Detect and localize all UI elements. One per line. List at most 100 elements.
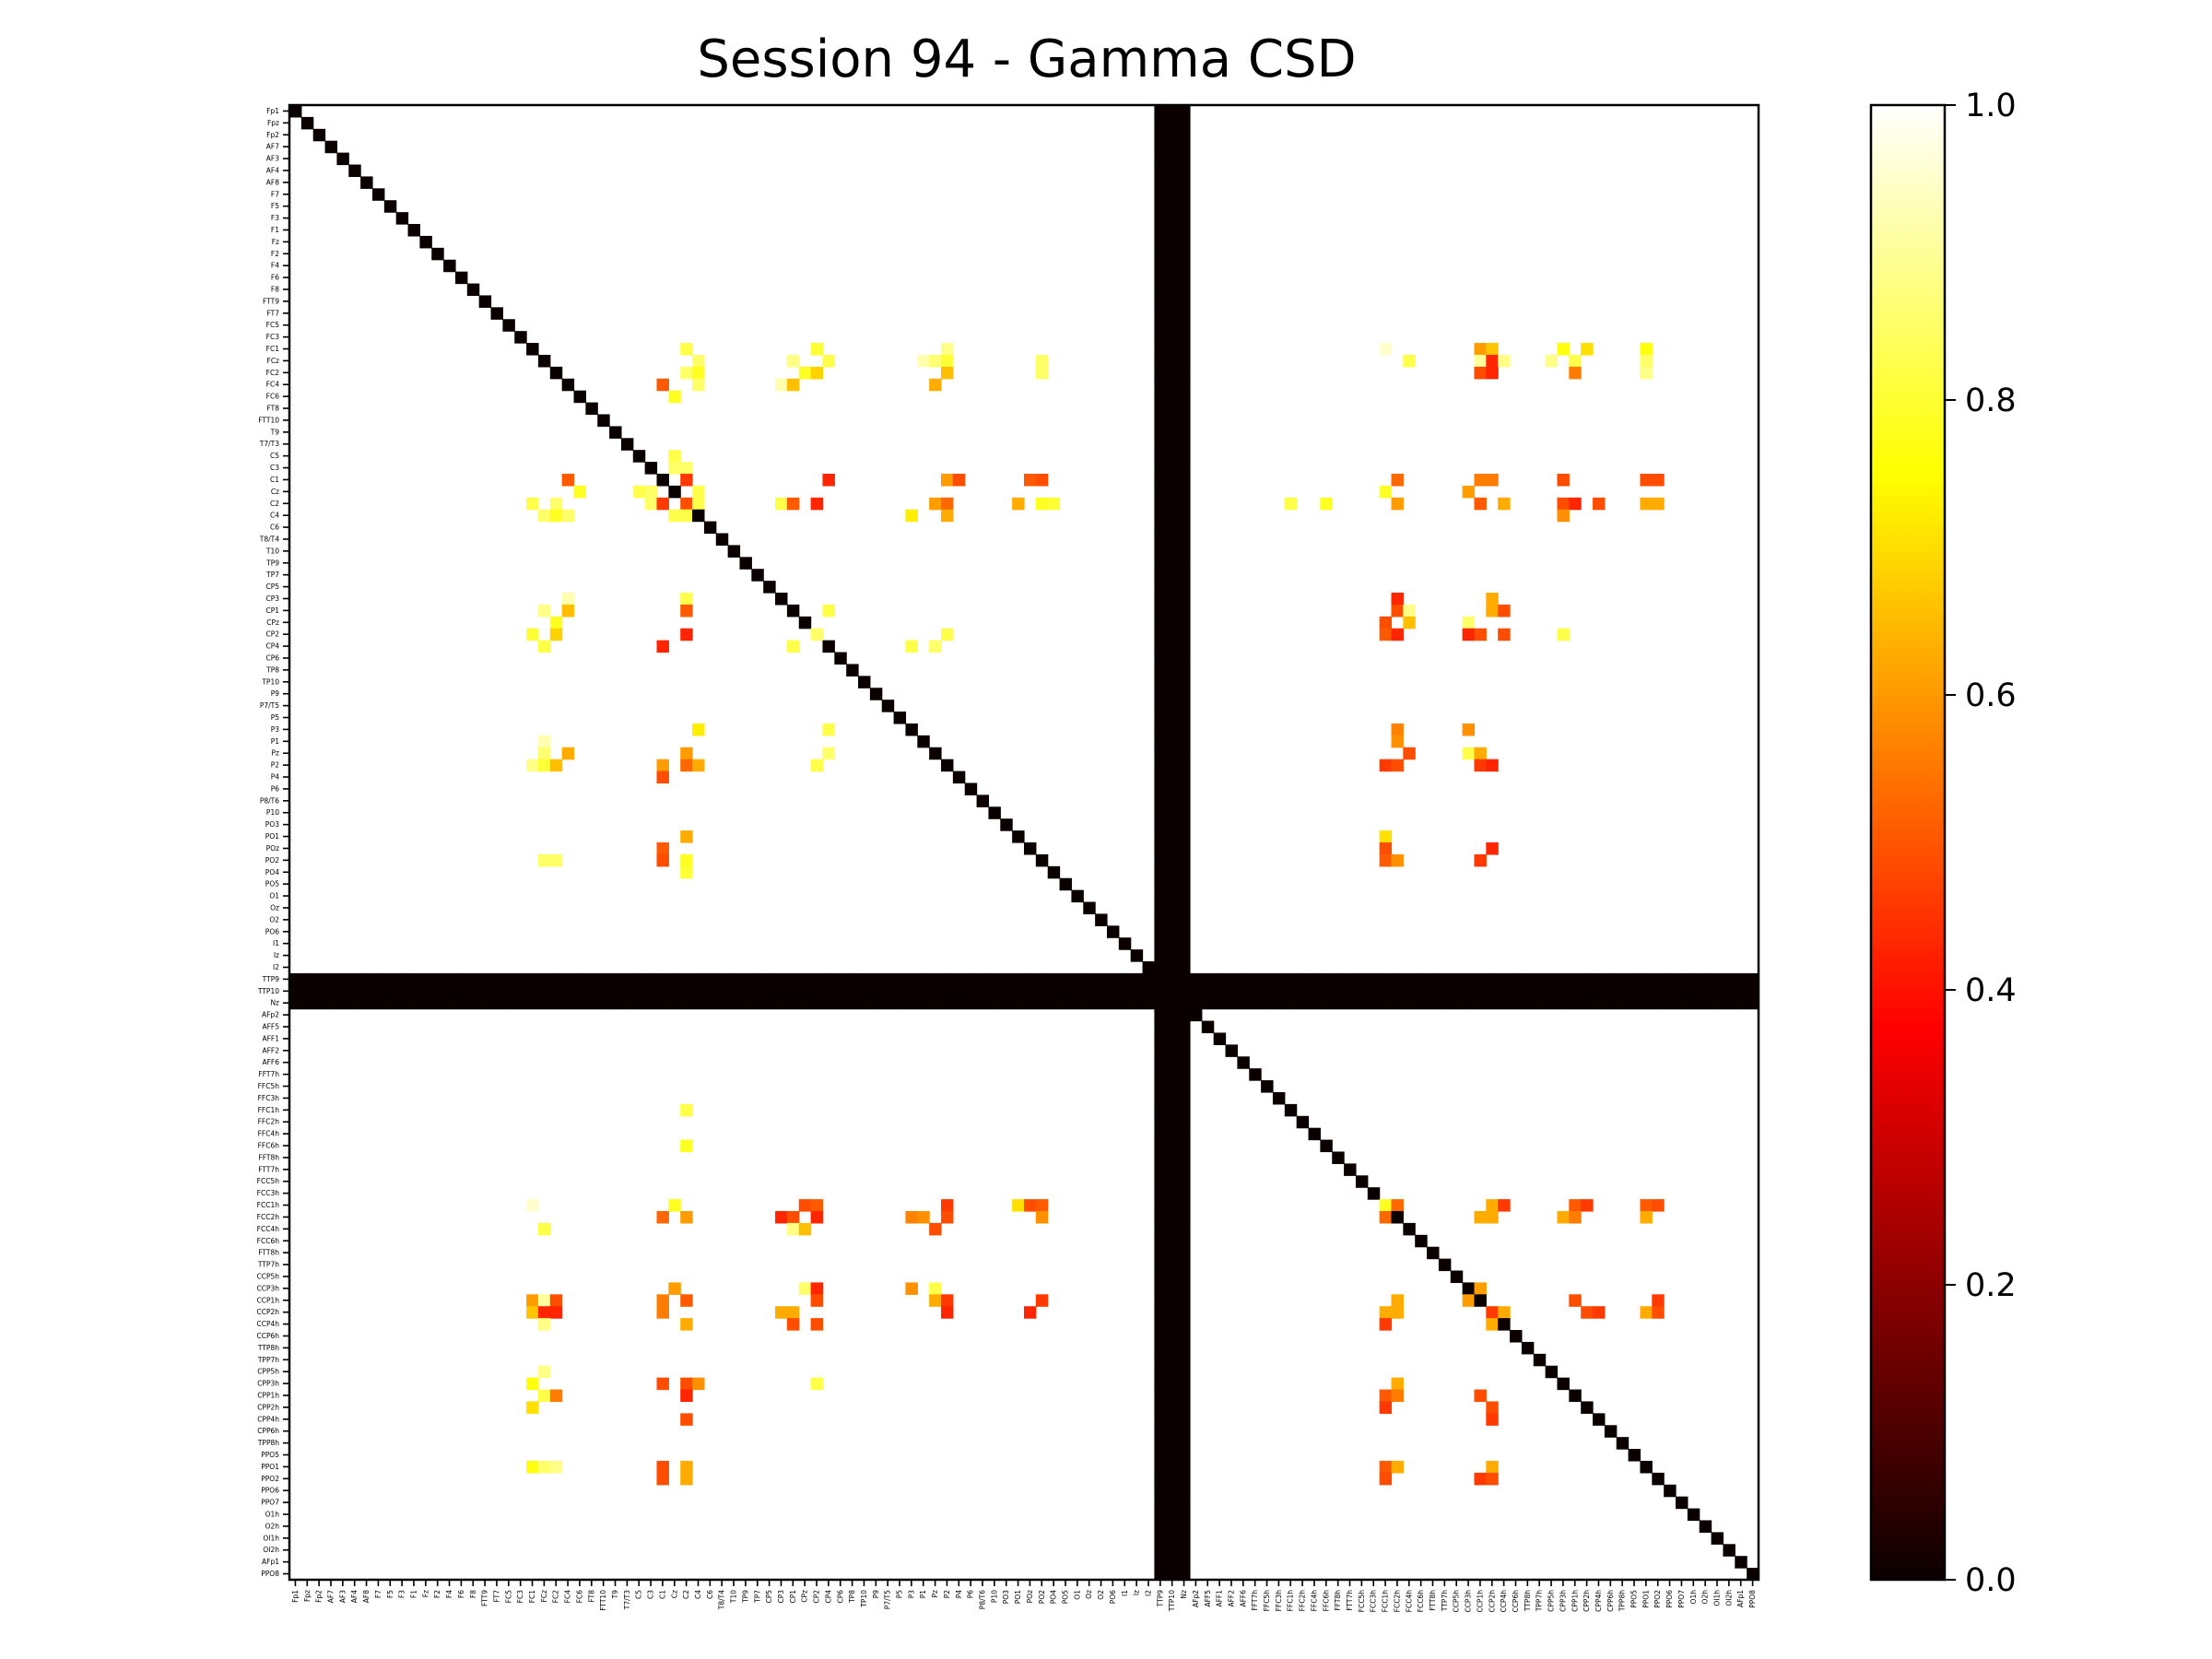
- heatmap-cell: [1178, 116, 1191, 130]
- heatmap-cell: [1344, 996, 1357, 1010]
- x-tick-label: CPP4h: [1594, 1590, 1603, 1612]
- heatmap-cell: [1450, 972, 1464, 986]
- heatmap-cell: [644, 996, 658, 1010]
- heatmap-cell: [1178, 1472, 1191, 1486]
- heatmap-cell: [1747, 972, 1759, 986]
- heatmap-cell: [1178, 295, 1191, 308]
- heatmap-cell: [1154, 664, 1167, 677]
- heatmap-cell: [1474, 1282, 1487, 1295]
- heatmap-cell: [1320, 984, 1333, 998]
- heatmap-cell: [395, 996, 409, 1010]
- heatmap-cell: [1166, 700, 1179, 712]
- heatmap-cell: [1166, 806, 1179, 819]
- x-tick-label: PPO8: [1748, 1590, 1757, 1608]
- x-tick-label: F4: [445, 1590, 453, 1598]
- heatmap-cell: [1178, 901, 1191, 915]
- heatmap-cell: [1735, 984, 1747, 998]
- heatmap-cell: [1462, 747, 1476, 760]
- x-tick-label: FTT8h: [1429, 1590, 1437, 1611]
- heatmap-cell: [1557, 474, 1570, 487]
- heatmap-cell: [1142, 961, 1155, 974]
- heatmap-cell: [1154, 1425, 1167, 1438]
- y-tick-label: AFF1: [262, 1034, 279, 1042]
- heatmap-cell: [1166, 984, 1179, 998]
- heatmap-cell: [739, 984, 752, 998]
- heatmap-cell: [656, 1472, 669, 1486]
- heatmap-cell: [1154, 949, 1167, 962]
- heatmap-cell: [1166, 1484, 1179, 1498]
- heatmap-cell: [751, 569, 764, 582]
- heatmap-cell: [1154, 806, 1167, 819]
- heatmap-cell: [1130, 972, 1144, 986]
- heatmap-cell: [1154, 438, 1167, 451]
- heatmap-cell: [1178, 1306, 1191, 1319]
- heatmap-cell: [751, 996, 764, 1010]
- heatmap-cell: [1486, 1460, 1499, 1474]
- y-tick-label: FTT9: [263, 297, 279, 305]
- heatmap-cell: [1166, 1056, 1179, 1069]
- plot-frame: [288, 103, 1760, 1582]
- heatmap-cell: [300, 996, 314, 1010]
- heatmap-cell: [573, 485, 586, 499]
- heatmap-cell: [1676, 972, 1688, 986]
- heatmap-cell: [1462, 984, 1476, 998]
- heatmap-cell: [1391, 474, 1404, 487]
- heatmap-cell: [1344, 972, 1357, 986]
- heatmap-cell: [1166, 105, 1179, 118]
- y-tick-label: PPO8: [261, 1570, 279, 1578]
- heatmap-cell: [798, 366, 812, 380]
- heatmap-cell: [1166, 1568, 1179, 1581]
- heatmap-cell: [680, 366, 693, 380]
- heatmap-cell: [561, 747, 575, 760]
- x-tick-label: CCP4h: [1500, 1590, 1508, 1613]
- heatmap-cell: [537, 640, 551, 653]
- y-tick-label: PPO2: [261, 1475, 279, 1483]
- heatmap-cell: [810, 759, 824, 772]
- x-tick-label: CP6: [836, 1590, 844, 1604]
- heatmap-cell: [846, 984, 859, 998]
- heatmap-cell: [348, 996, 361, 1010]
- heatmap-cell: [1166, 1115, 1179, 1129]
- heatmap-cell: [1557, 509, 1570, 523]
- heatmap-cell: [1154, 259, 1167, 273]
- heatmap-cell: [1166, 1127, 1179, 1141]
- heatmap-cell: [1296, 972, 1310, 986]
- heatmap-cell: [1154, 176, 1167, 189]
- heatmap-cell: [1012, 497, 1025, 511]
- heatmap-cell: [1154, 581, 1167, 594]
- heatmap-cell: [1391, 628, 1404, 641]
- heatmap-cell: [1024, 996, 1037, 1010]
- heatmap-cell: [1474, 747, 1487, 760]
- heatmap-cell: [1486, 972, 1499, 986]
- heatmap-cell: [869, 984, 883, 998]
- heatmap-cell: [964, 972, 978, 986]
- heatmap-cell: [1474, 497, 1487, 511]
- heatmap-cell: [810, 1377, 824, 1391]
- heatmap-cell: [656, 1460, 669, 1474]
- heatmap-cell: [1154, 200, 1167, 213]
- heatmap-cell: [929, 497, 942, 511]
- heatmap-cell: [1154, 1115, 1167, 1129]
- heatmap-cell: [1059, 984, 1073, 998]
- heatmap-cell: [1154, 1568, 1167, 1581]
- heatmap-cell: [1166, 1032, 1179, 1045]
- heatmap-cell: [1166, 853, 1179, 867]
- y-tick-label: FT7: [266, 309, 279, 317]
- heatmap-cell: [1593, 497, 1606, 511]
- heatmap-cell: [1154, 604, 1167, 618]
- heatmap-cell: [1166, 188, 1179, 201]
- heatmap-cell: [502, 996, 515, 1010]
- heatmap-cell: [1166, 283, 1179, 297]
- heatmap-cell: [1154, 366, 1167, 380]
- heatmap-cell: [680, 830, 693, 843]
- heatmap-cell: [680, 1389, 693, 1403]
- heatmap-cell: [656, 378, 669, 392]
- heatmap-cell: [1569, 996, 1582, 1010]
- heatmap-cell: [1154, 557, 1167, 570]
- y-tick-label: O2h: [265, 1522, 280, 1530]
- x-tick-label: FC1: [528, 1590, 536, 1604]
- heatmap-cell: [1166, 1341, 1179, 1355]
- heatmap-cell: [1237, 984, 1250, 998]
- y-tick-label: FFC2h: [258, 1118, 280, 1126]
- heatmap-cell: [1071, 984, 1084, 998]
